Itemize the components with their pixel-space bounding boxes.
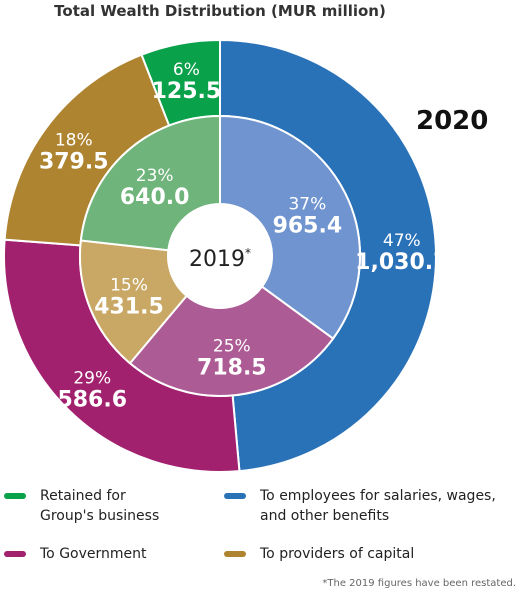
- inner-ring-2019: [79, 114, 361, 397]
- legend-label-retained-line1: Retained for: [40, 488, 126, 504]
- inner-percent-label-government: 25%: [213, 336, 251, 356]
- donut-chart: 2019* 47%1,030.7 29%586.6 18%379.5 6%125.5 3…: [4, 40, 448, 472]
- legend-swatch-employees: [224, 493, 246, 499]
- legend-swatch-retained: [4, 493, 26, 499]
- inner-value-label-government: 718.5: [197, 355, 267, 380]
- legend-label-government: To Government: [40, 546, 147, 562]
- legend-item-government: To Government: [4, 544, 147, 564]
- outer-ring-year-label: 2020: [416, 106, 489, 136]
- inner-percent-label-employees: 37%: [288, 195, 326, 215]
- outer-percent-label-retained: 6%: [173, 60, 200, 80]
- outer-percent-label-employees: 47%: [383, 231, 421, 251]
- legend-label-employees-line2: and other benefits: [260, 508, 390, 524]
- legend-label-retained-line2: Group's business: [40, 508, 160, 524]
- outer-value-label-employees: 1,030.7: [355, 250, 448, 275]
- legend-label-employees-line1: To employees for salaries, wages,: [260, 488, 496, 504]
- outer-percent-label-government: 29%: [73, 369, 111, 389]
- legend-swatch-capital: [224, 551, 246, 557]
- footnote: *The 2019 figures have been restated.: [322, 578, 516, 589]
- outer-value-label-government: 586.6: [57, 388, 127, 413]
- center-label-mark: *: [245, 246, 251, 260]
- legend-item-retained: Retained for Group's business: [4, 486, 159, 526]
- outer-value-label-retained: 125.5: [152, 79, 222, 104]
- center-label: 2019*: [189, 246, 251, 272]
- legend-label-capital: To providers of capital: [260, 546, 415, 562]
- outer-value-label-capital: 379.5: [39, 150, 109, 175]
- inner-value-label-employees: 965.4: [273, 214, 343, 239]
- outer-percent-label-capital: 18%: [55, 131, 93, 151]
- legend-item-capital: To providers of capital: [224, 544, 414, 564]
- inner-value-label-capital: 431.5: [94, 294, 164, 319]
- legend-item-employees: To employees for salaries, wages, and ot…: [224, 486, 496, 526]
- legend-swatch-government: [4, 551, 26, 557]
- inner-value-label-retained: 640.0: [120, 185, 190, 210]
- chart-title: Total Wealth Distribution (MUR million): [54, 2, 386, 20]
- inner-percent-label-capital: 15%: [110, 275, 148, 295]
- center-hole: [168, 204, 272, 308]
- inner-percent-label-retained: 23%: [136, 166, 174, 186]
